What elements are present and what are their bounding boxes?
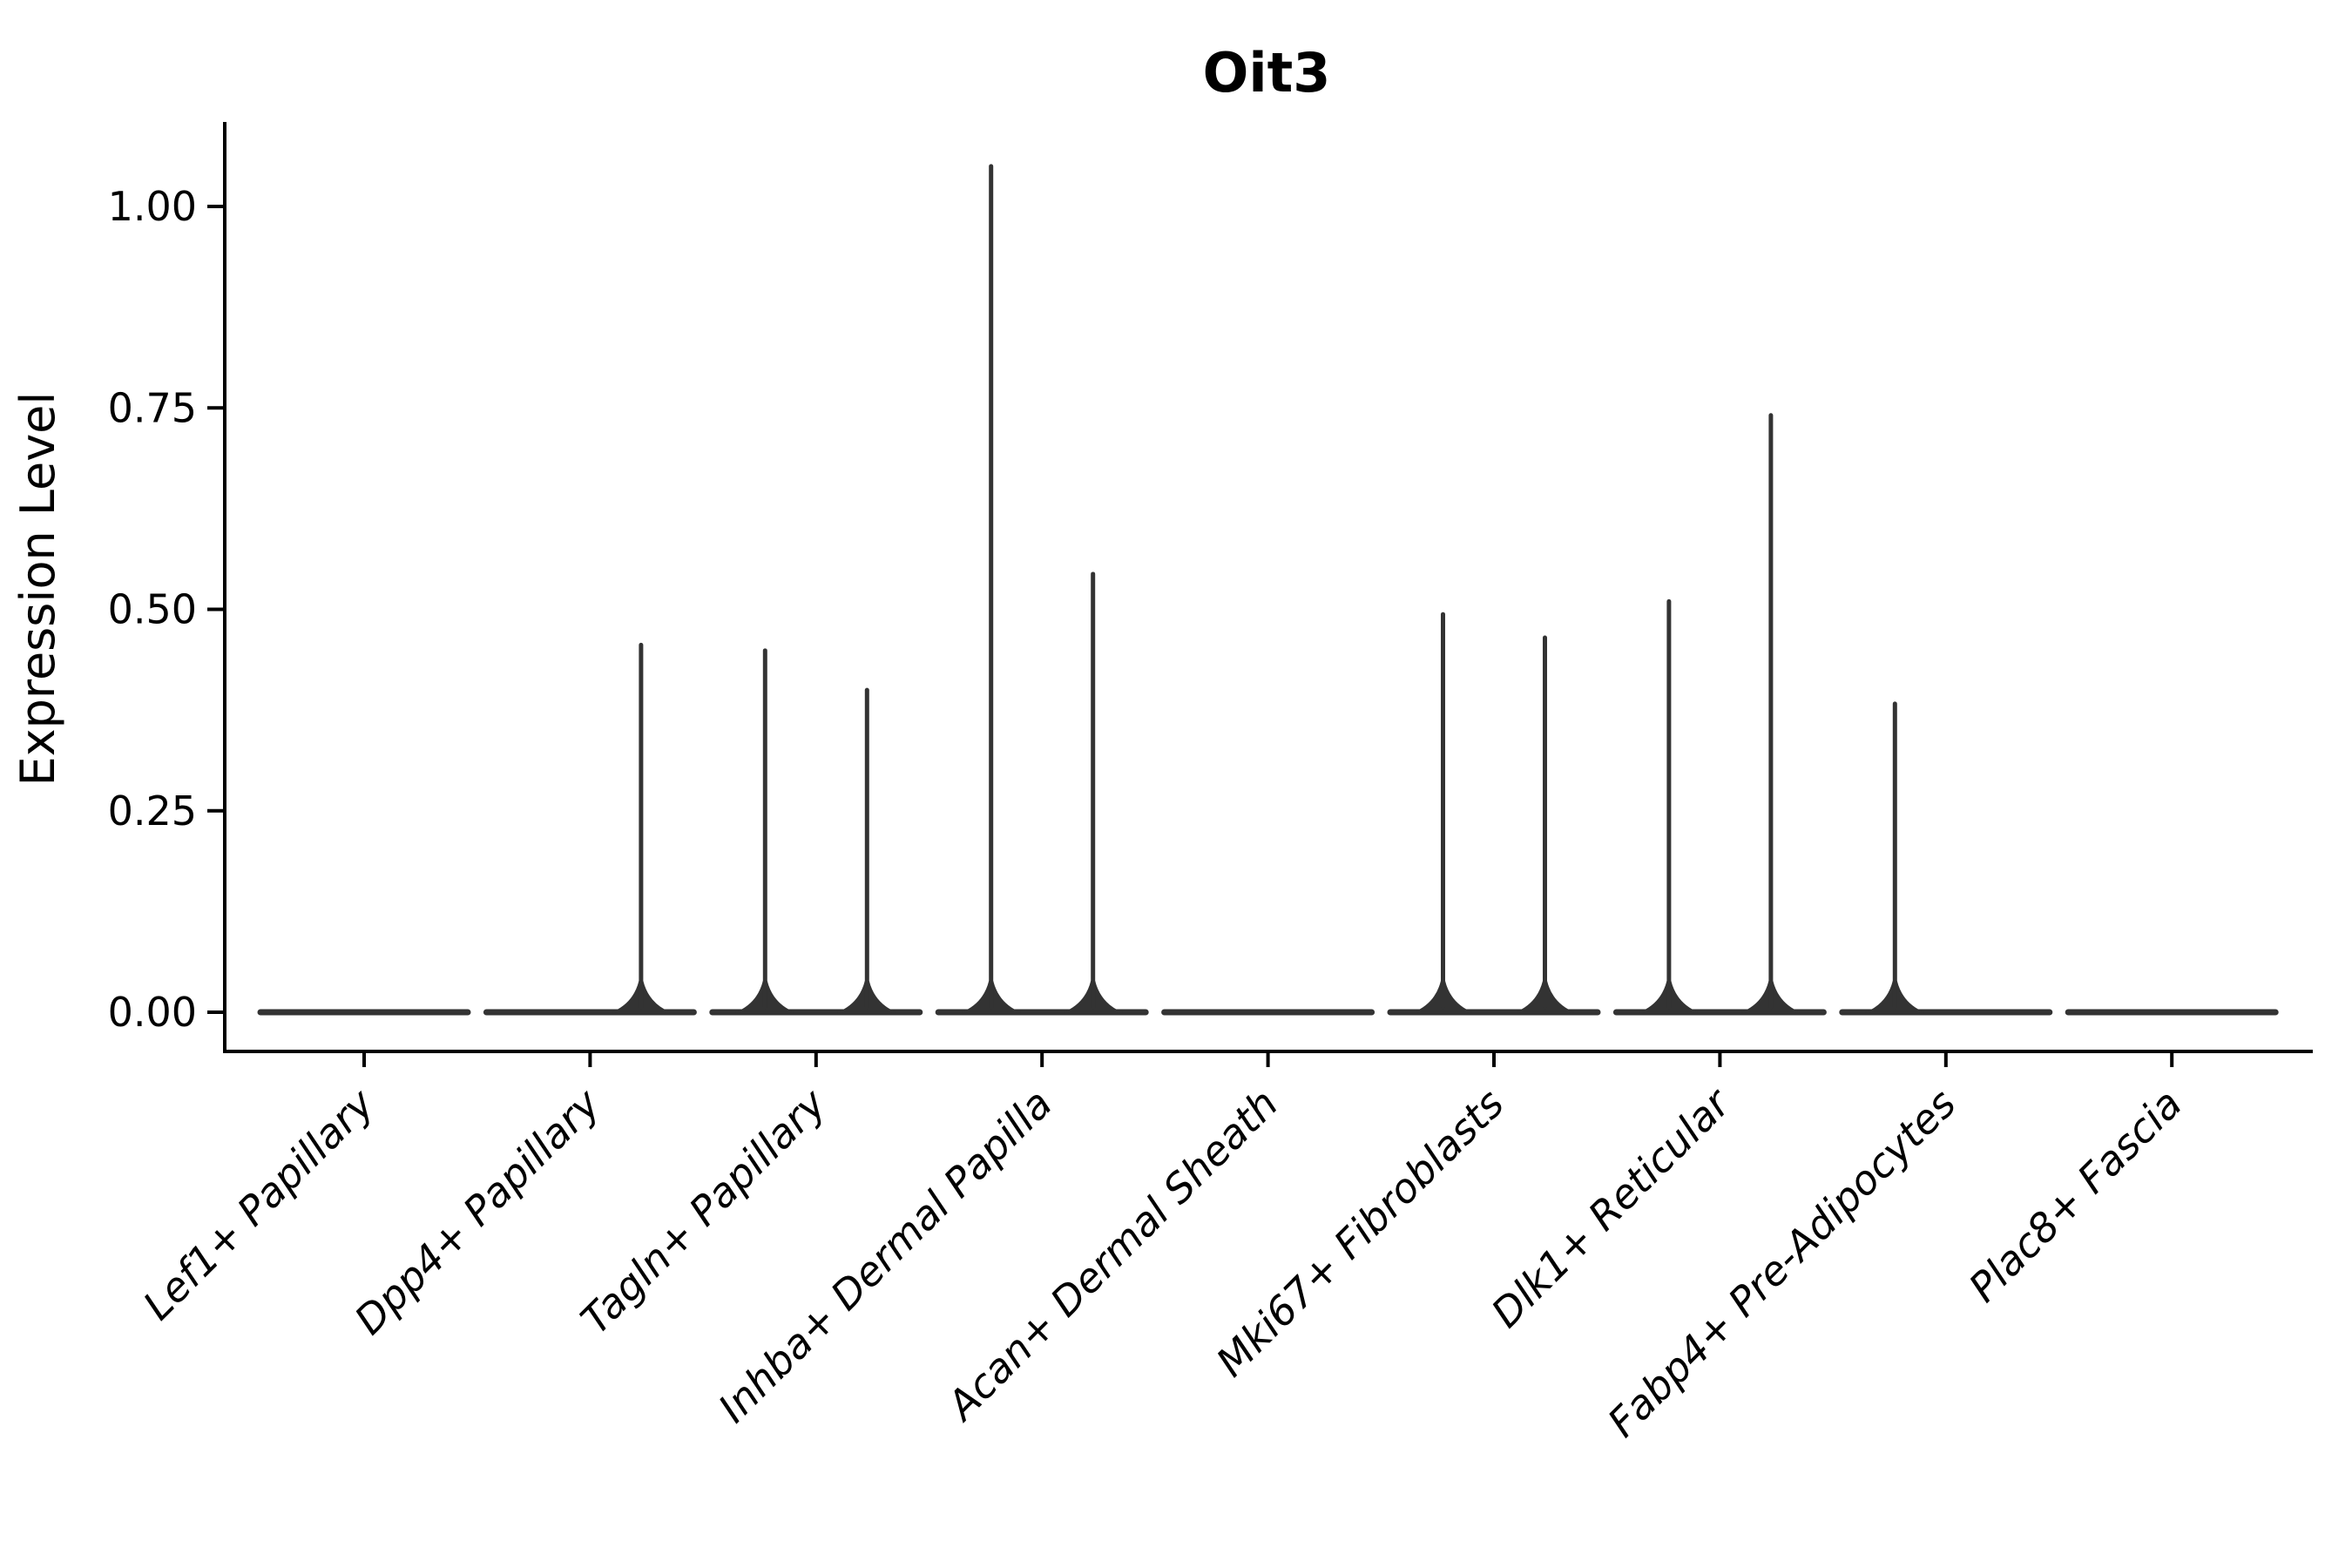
y-tick-label: 1.00 [108, 183, 197, 230]
y-tick-label: 0.00 [108, 989, 197, 1036]
x-tick-label: Plac8+ Fascia [1960, 1080, 2191, 1311]
y-tick-label: 0.25 [108, 787, 197, 835]
x-tick-label: Lef1+ Papillary [134, 1079, 383, 1328]
violin-dlk1-reticular [1612, 413, 1827, 1016]
y-tick-label: 0.50 [108, 586, 197, 633]
y-tick-label: 0.75 [108, 384, 197, 431]
x-tick-label: Tagln+ Papillary [571, 1079, 835, 1343]
chart-title: Oit3 [1203, 41, 1331, 105]
violin-mki67-fibroblasts [1387, 612, 1601, 1016]
x-tick-label: Dpp4+ Papillary [346, 1079, 610, 1343]
axes: 0.00 0.25 0.50 0.75 1.00 Lef1+ PapillaryDpp4+… [108, 122, 2313, 1446]
violin-tagln-papillary [709, 648, 923, 1016]
violins [257, 164, 2279, 1016]
violin-fabp4-pre-adipocytes [1839, 701, 2053, 1016]
x-tick-label: Dlk1+ Reticular [1483, 1078, 1741, 1336]
violin-inhba-dermal-papilla [935, 164, 1149, 1016]
violin-dpp4-papillary [483, 642, 697, 1016]
y-axis-label: Expression Level [10, 392, 65, 787]
